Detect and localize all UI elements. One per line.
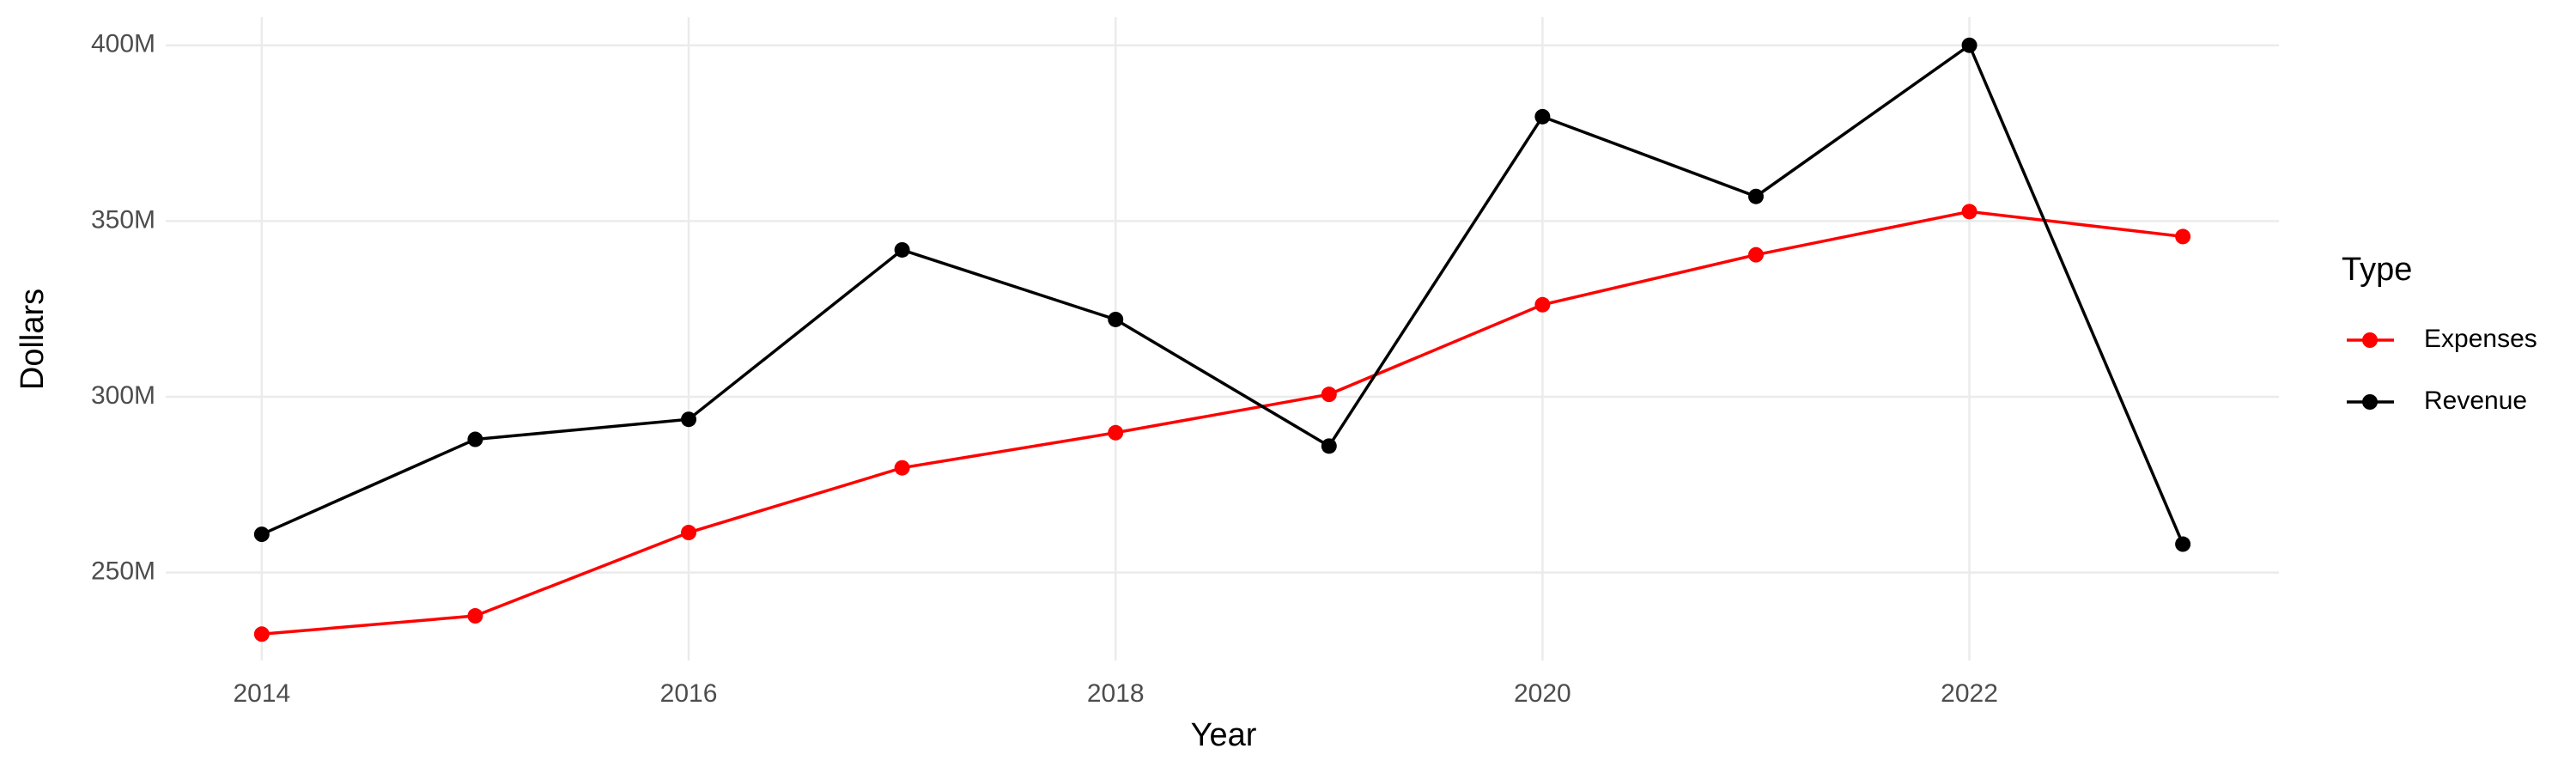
data-point bbox=[1747, 247, 1764, 263]
data-point bbox=[253, 526, 270, 543]
data-point bbox=[1321, 438, 1337, 454]
y-axis-title: Dollars bbox=[15, 289, 51, 390]
data-point bbox=[2175, 536, 2191, 552]
series-line bbox=[261, 43, 2184, 545]
data-point bbox=[467, 608, 483, 624]
data-point bbox=[1108, 311, 1124, 327]
data-point bbox=[894, 460, 910, 476]
data-point bbox=[1108, 424, 1124, 441]
y-tick-label: 400M bbox=[91, 30, 155, 58]
legend-title: Type bbox=[2342, 252, 2412, 288]
x-tick-label: 2022 bbox=[1941, 679, 1998, 708]
data-point bbox=[2175, 228, 2191, 245]
legend-key-point bbox=[2362, 332, 2378, 348]
data-point bbox=[1961, 37, 1978, 53]
y-tick-label: 250M bbox=[91, 557, 155, 586]
x-tick-label: 2016 bbox=[660, 679, 718, 708]
legend-label: Revenue bbox=[2424, 386, 2527, 415]
data-point bbox=[681, 411, 697, 428]
data-point bbox=[681, 525, 697, 541]
legend-label: Expenses bbox=[2424, 325, 2537, 353]
data-point bbox=[1961, 204, 1978, 220]
y-tick-label: 350M bbox=[91, 205, 155, 234]
x-tick-label: 2014 bbox=[233, 679, 290, 708]
data-point bbox=[1747, 188, 1764, 204]
data-point bbox=[1534, 296, 1551, 313]
data-point bbox=[894, 241, 910, 258]
legend-key-point bbox=[2362, 394, 2378, 410]
data-point bbox=[253, 626, 270, 642]
data-point bbox=[467, 431, 483, 447]
x-tick-label: 2018 bbox=[1087, 679, 1145, 708]
data-point bbox=[1534, 108, 1551, 125]
data-point bbox=[1321, 386, 1337, 403]
x-axis-title: Year bbox=[1191, 717, 1257, 753]
series-line bbox=[261, 210, 2184, 636]
x-tick-label: 2020 bbox=[1514, 679, 1571, 708]
y-tick-label: 300M bbox=[91, 381, 155, 410]
